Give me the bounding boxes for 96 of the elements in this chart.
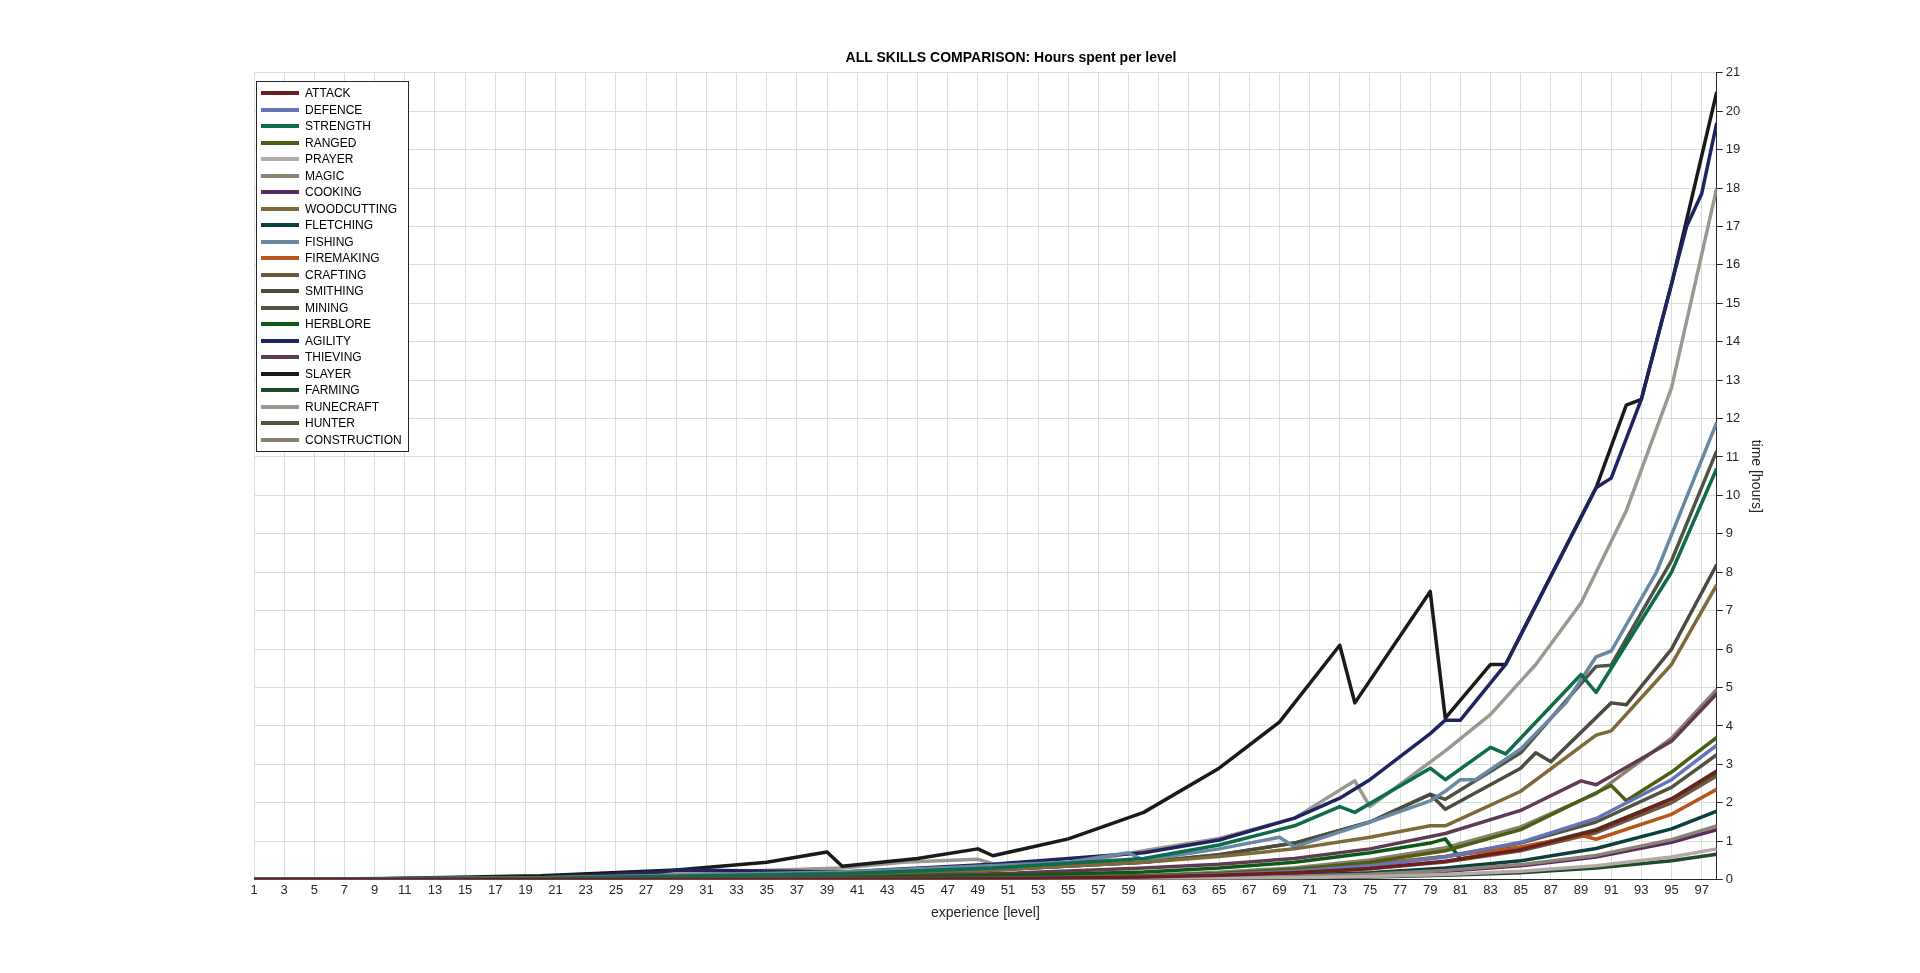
x-tick-label: 73 xyxy=(1332,881,1347,897)
legend-label: THIEVING xyxy=(305,350,362,365)
x-tick-label: 9 xyxy=(371,881,379,897)
y-tick-label: 2 xyxy=(1725,794,1733,810)
y-tick-label: 17 xyxy=(1725,218,1741,234)
y-tick-label: 15 xyxy=(1725,294,1741,310)
x-tick-label: 33 xyxy=(729,881,744,897)
x-tick-label: 37 xyxy=(789,881,805,897)
y-tick-label: 9 xyxy=(1725,525,1733,541)
y-tick-label: 8 xyxy=(1725,563,1733,579)
x-tick-label: 91 xyxy=(1603,881,1619,897)
x-tick-label: 97 xyxy=(1694,881,1709,897)
legend-label: FISHING xyxy=(305,234,354,249)
x-axis-title: experience [level] xyxy=(930,904,1040,921)
y-tick-label: 6 xyxy=(1725,640,1733,656)
x-tick-label: 93 xyxy=(1634,881,1649,897)
x-tick-label: 5 xyxy=(310,881,318,897)
legend-label: RANGED xyxy=(305,135,357,150)
y-tick-label: 20 xyxy=(1725,102,1741,118)
x-tick-label: 75 xyxy=(1362,881,1378,897)
legend-label: CONSTRUCTION xyxy=(305,432,402,447)
y-tick-label: 10 xyxy=(1725,486,1741,502)
chart-title: ALL SKILLS COMPARISON: Hours spent per level xyxy=(845,49,1177,66)
x-tick-label: 15 xyxy=(457,881,473,897)
x-tick-label: 35 xyxy=(759,881,774,897)
x-tick-label: 77 xyxy=(1392,881,1408,897)
x-tick-label: 85 xyxy=(1513,881,1528,897)
legend-label: FARMING xyxy=(305,383,360,398)
x-tick-label: 95 xyxy=(1664,881,1679,897)
y-tick-label: 19 xyxy=(1725,141,1741,157)
legend-label: RUNECRAFT xyxy=(305,399,379,414)
x-tick-label: 83 xyxy=(1483,881,1498,897)
legend-label: STRENGTH xyxy=(305,119,371,134)
x-tick-label: 23 xyxy=(578,881,593,897)
x-tick-label: 59 xyxy=(1121,881,1136,897)
x-tick-label: 47 xyxy=(940,881,955,897)
x-tick-label: 51 xyxy=(1000,881,1016,897)
x-tick-label: 69 xyxy=(1272,881,1287,897)
x-tick-label: 21 xyxy=(548,881,563,897)
x-tick-label: 43 xyxy=(880,881,895,897)
y-tick-label: 13 xyxy=(1725,371,1741,387)
legend-label: SLAYER xyxy=(305,366,352,381)
x-tick-label: 3 xyxy=(280,881,288,897)
y-tick-label: 0 xyxy=(1725,871,1733,887)
y-tick-label: 5 xyxy=(1725,679,1733,695)
x-tick-label: 11 xyxy=(398,881,412,897)
y-axis-title: time [hours] xyxy=(1748,439,1765,513)
x-tick-label: 61 xyxy=(1151,881,1167,897)
legend-label: MINING xyxy=(305,300,349,315)
legend-label: ATTACK xyxy=(305,86,351,101)
x-tick-label: 29 xyxy=(669,881,684,897)
y-tick-label: 1 xyxy=(1725,832,1733,848)
x-tick-label: 81 xyxy=(1453,881,1468,897)
x-tick-label: 31 xyxy=(699,881,714,897)
x-tick-label: 1 xyxy=(250,881,258,897)
x-tick-label: 71 xyxy=(1302,881,1317,897)
x-tick-label: 45 xyxy=(910,881,925,897)
y-tick-label: 18 xyxy=(1725,179,1741,195)
y-tick-label: 11 xyxy=(1725,448,1740,464)
y-tick-label: 3 xyxy=(1725,755,1733,771)
x-tick-label: 87 xyxy=(1543,881,1559,897)
x-tick-label: 49 xyxy=(970,881,986,897)
x-tick-label: 39 xyxy=(819,881,835,897)
x-tick-label: 27 xyxy=(638,881,654,897)
legend-label: PRAYER xyxy=(305,152,354,167)
legend-label: HUNTER xyxy=(305,416,355,431)
x-tick-label: 79 xyxy=(1422,881,1438,897)
x-tick-label: 65 xyxy=(1211,881,1227,897)
legend-label: FLETCHING xyxy=(305,218,374,233)
legend-label: COOKING xyxy=(305,185,362,200)
legend-label: AGILITY xyxy=(305,333,352,348)
legend-label: WOODCUTTING xyxy=(305,201,397,216)
x-tick-label: 63 xyxy=(1181,881,1197,897)
y-tick-label: 4 xyxy=(1725,717,1733,733)
x-tick-label: 19 xyxy=(518,881,533,897)
y-tick-label: 21 xyxy=(1725,64,1741,80)
x-tick-label: 89 xyxy=(1573,881,1589,897)
x-tick-label: 67 xyxy=(1242,881,1257,897)
legend-label: DEFENCE xyxy=(305,102,363,117)
x-tick-label: 25 xyxy=(608,881,624,897)
legend-label: SMITHING xyxy=(305,284,364,299)
legend-label: CRAFTING xyxy=(305,267,367,282)
y-tick-label: 12 xyxy=(1725,410,1741,426)
legend-label: HERBLORE xyxy=(305,317,372,332)
y-tick-label: 14 xyxy=(1725,333,1741,349)
x-tick-label: 53 xyxy=(1030,881,1046,897)
x-tick-label: 41 xyxy=(849,881,865,897)
y-tick-label: 7 xyxy=(1725,602,1733,618)
x-tick-label: 7 xyxy=(340,881,349,897)
x-tick-label: 57 xyxy=(1091,881,1106,897)
x-tick-label: 13 xyxy=(427,881,443,897)
y-tick-label: 16 xyxy=(1725,256,1741,272)
x-tick-label: 55 xyxy=(1061,881,1076,897)
legend-label: MAGIC xyxy=(305,168,345,183)
legend-label: FIREMAKING xyxy=(305,251,380,266)
x-tick-label: 17 xyxy=(488,881,503,897)
